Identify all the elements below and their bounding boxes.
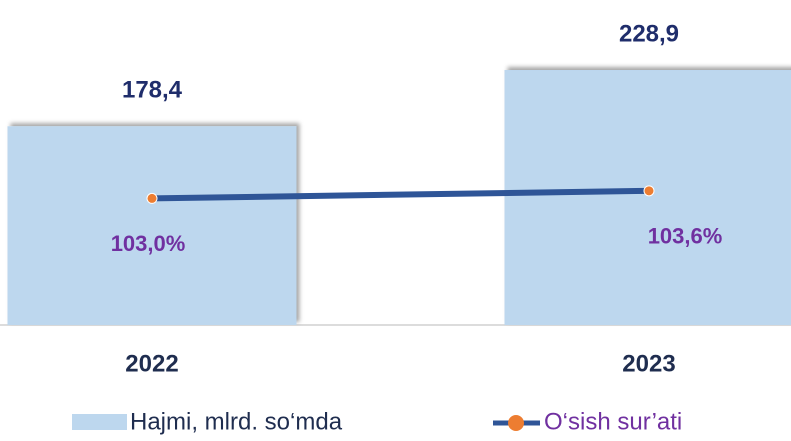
line [151,187,650,202]
bar [7,126,297,326]
line-value-label: 103,0% [111,231,186,256]
bar [504,70,791,325]
line-marker [146,192,158,204]
line-value-label: 103,6% [648,224,723,249]
x-tick-label: 2022 [125,350,178,377]
legend-marker [508,415,524,431]
legend-swatch [72,414,127,430]
x-tick-label: 2023 [622,350,675,377]
legend-label: Hajmi, mlrd. so‘mda [130,408,343,435]
line-marker [643,185,655,197]
bar-value-label: 228,9 [619,20,679,47]
bar-value-label: 178,4 [122,77,183,104]
legend-label: O‘sish sur’ati [544,408,682,435]
